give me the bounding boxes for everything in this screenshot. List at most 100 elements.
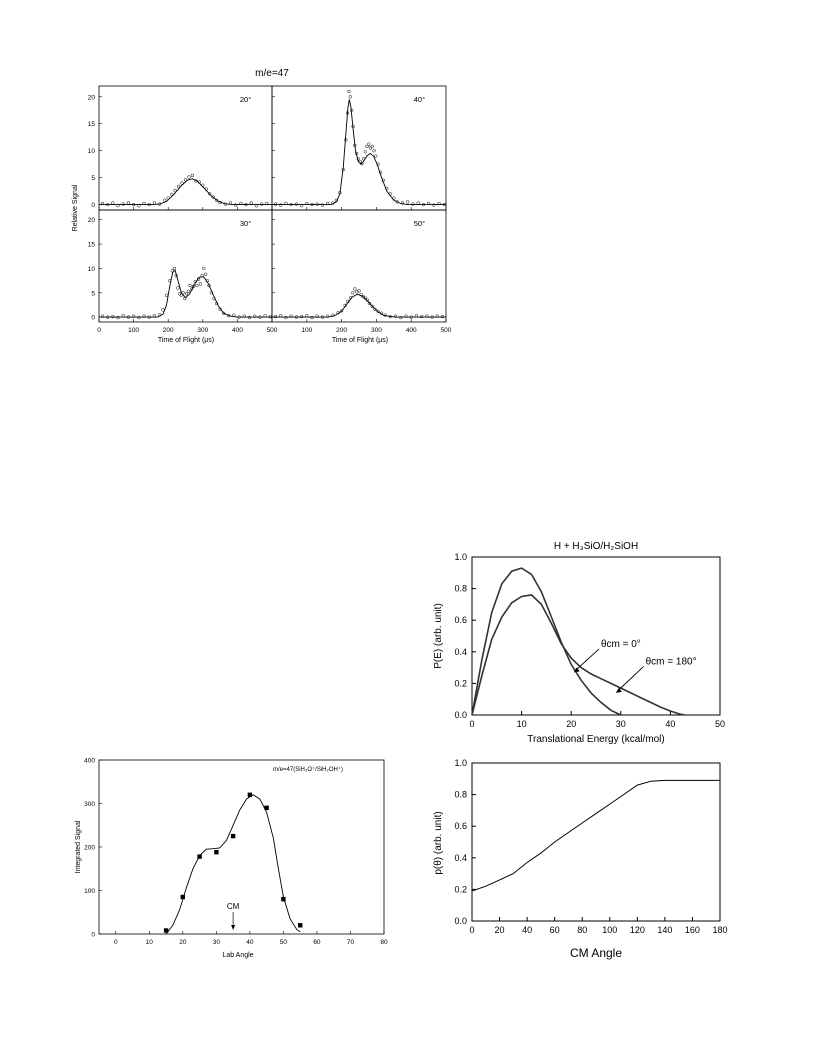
tof-data-point bbox=[339, 309, 344, 313]
tof-data-point bbox=[385, 186, 389, 191]
tof-ytick-label: 5 bbox=[91, 175, 95, 182]
tof-data-point bbox=[400, 201, 405, 205]
tof-data-point bbox=[294, 202, 299, 206]
tof-data-point bbox=[299, 314, 304, 319]
tof-data-point bbox=[187, 175, 191, 179]
pe-ytick-label: 0.2 bbox=[454, 678, 467, 688]
lab-data-point bbox=[281, 897, 286, 902]
lab-xlabel: Lab Angle bbox=[222, 952, 253, 959]
tof-data-point bbox=[388, 314, 392, 319]
pe-ytick-label: 0.4 bbox=[454, 647, 467, 657]
tof-data-point bbox=[197, 180, 201, 184]
tof-data-point bbox=[294, 315, 299, 319]
lab-ytick-label: 400 bbox=[84, 758, 95, 765]
pe-xtick-label: 40 bbox=[665, 719, 675, 729]
tof-data-point bbox=[388, 192, 392, 196]
tof-ytick-label: 20 bbox=[88, 94, 96, 101]
pe-chart: 0 10 20 30 40 50 0.0 0.2 0.4 0.6 0.8 1.0 θcm = 0° θcm… bbox=[454, 552, 725, 729]
tof-data-point bbox=[326, 314, 330, 318]
tof-data-point bbox=[315, 202, 319, 206]
tof-data-point bbox=[193, 279, 197, 284]
tof-data-point bbox=[100, 314, 105, 318]
tof-ytick-label: 10 bbox=[88, 148, 96, 155]
lab-data-point bbox=[230, 833, 236, 839]
pe-xlabel: Translational Energy (kcal/mol) bbox=[527, 734, 664, 745]
tof-data-point bbox=[356, 157, 360, 161]
lab-xtick-label: 20 bbox=[179, 939, 187, 946]
lab-xtick-label: 80 bbox=[380, 939, 388, 946]
tof-fit-line bbox=[99, 269, 272, 318]
tof-xtick-label: 400 bbox=[232, 327, 243, 334]
pt-series-line bbox=[471, 779, 720, 892]
tof-data-point bbox=[320, 315, 325, 319]
tof-data-point bbox=[111, 201, 115, 205]
tof-xtick-label: 100 bbox=[128, 327, 139, 334]
tof-data-point bbox=[100, 201, 105, 206]
lab-data-point bbox=[298, 923, 303, 928]
pe-xtick-label: 30 bbox=[616, 719, 626, 729]
tof-data-point bbox=[242, 314, 246, 318]
tof-data-point bbox=[409, 315, 413, 319]
tof-angle-label: 40° bbox=[414, 95, 425, 104]
tof-data-point bbox=[244, 202, 248, 207]
tof-data-point bbox=[157, 202, 162, 206]
tof-data-point bbox=[195, 283, 199, 288]
pt-xtick-label: 20 bbox=[495, 925, 505, 935]
tof-ytick-label: 10 bbox=[88, 266, 96, 273]
tof-data-point bbox=[208, 192, 212, 196]
tof-data-point bbox=[234, 203, 238, 207]
tof-data-point bbox=[232, 313, 236, 317]
tof-data-point bbox=[372, 149, 376, 153]
tof-data-point bbox=[310, 315, 314, 320]
pt-xtick-label: 80 bbox=[577, 925, 587, 935]
tof-ytick-label: 0 bbox=[91, 202, 95, 209]
pt-ylabel: p(θ) (arb. unit) bbox=[433, 811, 444, 874]
tof-data-point bbox=[373, 307, 377, 311]
tof-angle-label: 30° bbox=[240, 219, 251, 228]
lab-angle-chart: 0 10 20 30 40 50 60 70 80 0 100 200 300 400 CM bbox=[84, 758, 388, 947]
tof-data-point bbox=[121, 314, 125, 318]
tof-data-point bbox=[179, 293, 183, 297]
pt-ytick-label: 0.8 bbox=[454, 790, 467, 800]
tof-data-point bbox=[176, 286, 180, 290]
pt-xtick-label: 120 bbox=[630, 925, 645, 935]
lab-data-point bbox=[163, 928, 169, 933]
tof-data-point bbox=[351, 124, 355, 129]
tof-data-point bbox=[383, 313, 387, 317]
pt-xtick-label: 100 bbox=[602, 925, 617, 935]
pt-ytick-label: 0.4 bbox=[454, 853, 467, 863]
tof-data-point bbox=[363, 296, 367, 300]
tof-data-point bbox=[164, 293, 169, 297]
pe-ytick-label: 1.0 bbox=[454, 552, 467, 562]
tof-data-point bbox=[416, 201, 420, 205]
tof-data-point bbox=[221, 311, 226, 315]
pe-annotation-arrow bbox=[576, 648, 600, 670]
tof-xtick-label: 100 bbox=[301, 327, 312, 334]
tof-ytick-label: 15 bbox=[88, 121, 96, 128]
lab-data-point bbox=[197, 854, 202, 859]
tof-data-point bbox=[365, 144, 369, 149]
tof-ytick-label: 20 bbox=[88, 217, 96, 224]
pe-ytick-label: 0.0 bbox=[454, 710, 467, 720]
lab-ytick-label: 100 bbox=[84, 888, 95, 895]
tof-data-point bbox=[239, 201, 243, 206]
tof-data-point bbox=[351, 291, 355, 295]
tof-data-point bbox=[227, 314, 231, 318]
tof-data-point bbox=[345, 111, 350, 115]
tof-data-point bbox=[399, 315, 403, 320]
tof-data-point bbox=[426, 201, 431, 206]
tof-data-point bbox=[289, 314, 293, 318]
tof-ytick-label: 0 bbox=[91, 315, 95, 322]
tof-data-point bbox=[258, 315, 262, 319]
lab-data-point bbox=[214, 850, 219, 855]
tof-data-point bbox=[163, 198, 167, 202]
tof-data-point bbox=[370, 144, 374, 149]
tof-data-point bbox=[425, 314, 429, 318]
tof-data-point bbox=[211, 195, 215, 199]
tof-data-point bbox=[254, 204, 259, 208]
tof-data-point bbox=[126, 201, 131, 205]
lab-ytick-label: 200 bbox=[84, 845, 95, 852]
tof-data-point bbox=[289, 202, 293, 207]
tof-data-point bbox=[190, 287, 194, 291]
